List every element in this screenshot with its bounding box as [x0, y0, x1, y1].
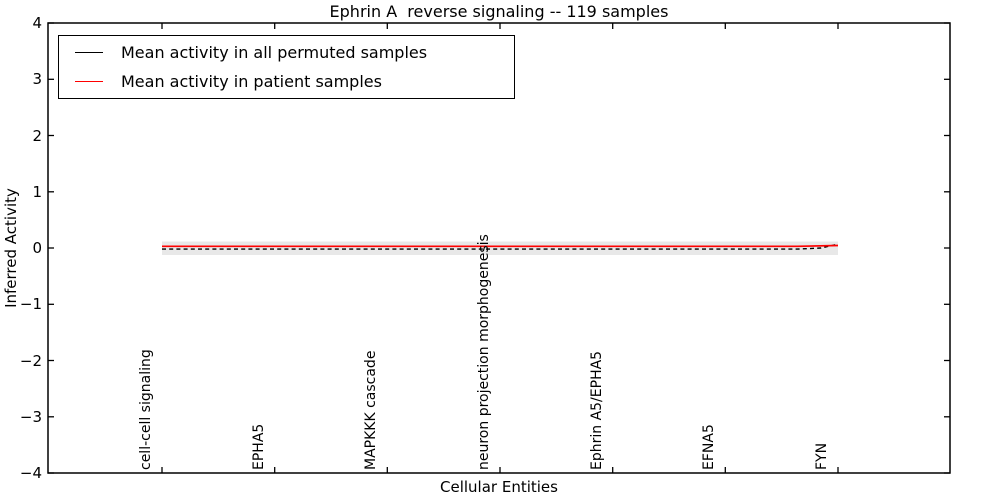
x-tick-label: Ephrin A5/EPHA5	[588, 350, 605, 470]
y-tick-label: 4	[32, 14, 42, 32]
legend-item-permuted: Mean activity in all permuted samples	[59, 41, 514, 65]
chart-title: Ephrin A reverse signaling -- 119 sample…	[329, 2, 669, 21]
legend-label: Mean activity in patient samples	[121, 71, 382, 91]
x-tick-label: MAPKKK cascade	[363, 350, 380, 470]
x-tick-label: cell-cell signaling	[138, 349, 154, 470]
y-tick-label: −2	[19, 351, 42, 370]
confidence-band	[162, 241, 838, 256]
y-tick-label: −4	[19, 464, 42, 482]
legend: Mean activity in all permuted samples Me…	[58, 35, 515, 99]
x-tick-label: EFNA5	[701, 424, 718, 470]
x-tick-label: neuron projection morphogenesis	[476, 234, 492, 470]
x-axis-title: Cellular Entities	[440, 478, 558, 496]
x-tick-label: EPHA5	[250, 423, 267, 470]
y-tick-label: −3	[19, 407, 42, 426]
x-tick-label: FYN	[814, 442, 830, 470]
y-tick-label: 3	[32, 70, 42, 89]
series-line	[162, 244, 839, 248]
y-tick-label: 0	[32, 239, 42, 257]
patient-line-swatch	[75, 80, 103, 82]
legend-item-patient: Mean activity in patient samples	[59, 69, 514, 93]
y-tick-label: 1	[32, 182, 42, 201]
permuted-line-swatch	[75, 52, 103, 54]
legend-label: Mean activity in all permuted samples	[121, 43, 428, 63]
y-tick-label: 2	[32, 126, 42, 145]
y-tick-label: −1	[19, 295, 42, 314]
